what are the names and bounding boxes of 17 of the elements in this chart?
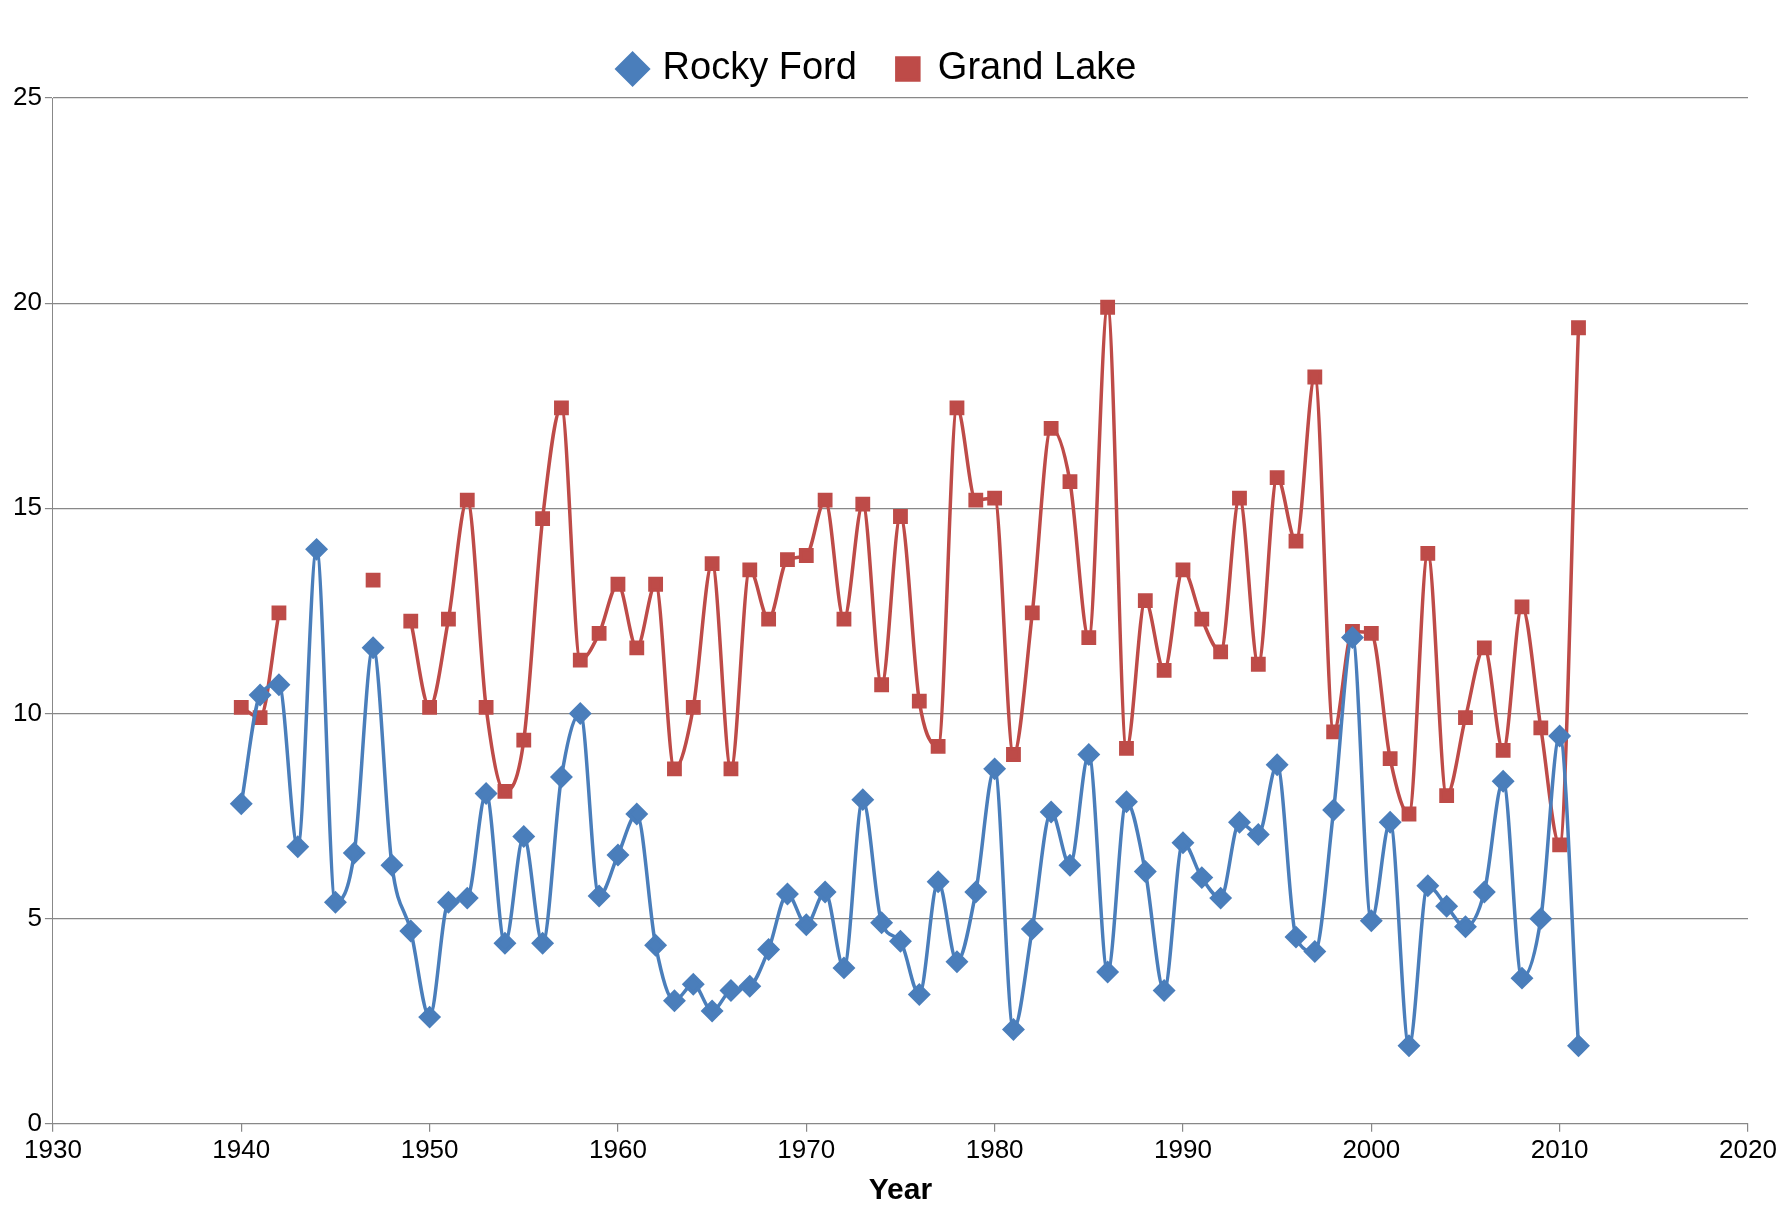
legend-label: Rocky Ford <box>662 45 857 88</box>
x-tick-label: 2020 <box>1719 1133 1777 1164</box>
x-tick-label: 1970 <box>777 1133 836 1164</box>
legend-label: Grand Lake <box>937 45 1137 88</box>
x-tick-label: 2010 <box>1530 1133 1589 1164</box>
x-tick-label: 1990 <box>1154 1133 1212 1164</box>
y-tick-label: 10 <box>13 696 42 727</box>
x-tick-label: 1980 <box>965 1133 1024 1164</box>
y-tick-label: 5 <box>27 901 42 932</box>
x-tick-label: 1960 <box>589 1133 647 1164</box>
y-tick-label: 15 <box>13 491 42 522</box>
x-tick-label: 1940 <box>212 1133 271 1164</box>
x-axis-title: Year <box>868 1172 933 1206</box>
x-tick-label: 1950 <box>400 1133 459 1164</box>
y-tick-label: 20 <box>13 286 42 317</box>
x-tick-label: 2000 <box>1342 1133 1401 1164</box>
y-tick-label: 25 <box>13 81 42 112</box>
